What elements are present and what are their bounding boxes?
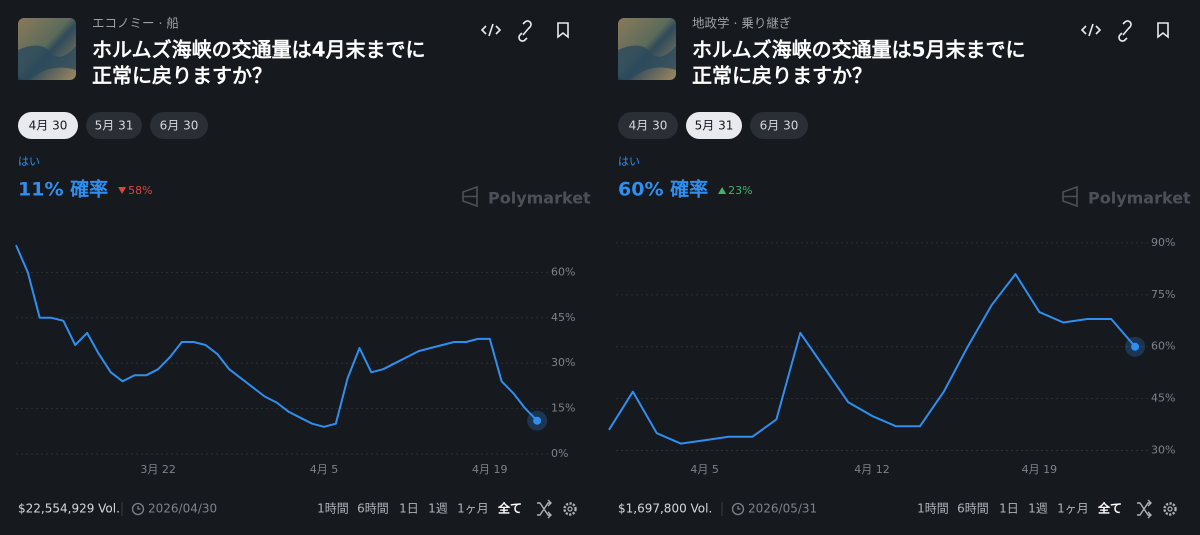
clock-icon (131, 502, 145, 516)
y-tick-label: 45% (551, 311, 575, 324)
change-value: 58% (128, 184, 152, 197)
date-tab-label: 5月 31 (695, 119, 734, 133)
y-tick-label: 90% (1151, 236, 1175, 249)
outcome-label: はい (18, 155, 40, 168)
breadcrumb: 地政学 · 乗り継ぎ (692, 16, 791, 31)
market-title: ホルムズ海峡の交通量は5月末までに (692, 38, 1026, 62)
date-tab-label: 6月 30 (760, 119, 799, 133)
x-tick-label: 4月 5 (690, 463, 719, 476)
date-tab[interactable] (750, 112, 808, 139)
timeframe[interactable]: 1日 (399, 502, 419, 516)
market-title: 正常に戻りますか？ (92, 64, 272, 88)
timeframe[interactable]: 1日 (999, 502, 1019, 516)
brand-name: Polymarket (1088, 189, 1191, 208)
timeframe[interactable]: 全て (1097, 501, 1122, 516)
outcome-label: はい (618, 155, 640, 168)
end-date: 2026/04/30 (148, 502, 217, 516)
volume: $22,554,929 Vol. (18, 502, 120, 516)
breadcrumb: エコノミー · 船 (92, 16, 179, 31)
change-value: 23% (728, 184, 752, 197)
y-tick-label: 75% (1151, 288, 1175, 301)
y-tick-label: 60% (1151, 340, 1175, 353)
timeframe[interactable]: 1時間 (917, 502, 949, 516)
y-tick-label: 15% (551, 402, 575, 415)
timeframe[interactable]: 6時間 (957, 502, 989, 516)
volume: $1,697,800 Vol. (618, 502, 712, 516)
brand-logo (462, 185, 478, 208)
end-dot (1131, 342, 1140, 351)
timeframe[interactable]: 1ヶ月 (1057, 502, 1089, 516)
y-tick-label: 45% (1151, 392, 1175, 405)
date-tab-label: 4月 30 (29, 119, 68, 133)
x-tick-label: 4月 12 (854, 463, 890, 476)
y-tick-label: 30% (551, 356, 575, 369)
date-tab[interactable] (686, 112, 742, 139)
settings-hub (567, 506, 573, 512)
end-dot (533, 416, 542, 425)
x-tick-label: 4月 19 (472, 463, 508, 476)
y-tick-label: 60% (551, 265, 575, 278)
link-icon[interactable] (1118, 20, 1132, 42)
embed-icon[interactable] (1080, 23, 1102, 37)
timeframe[interactable]: 6時間 (357, 502, 389, 516)
clock-hand (737, 506, 741, 510)
settings-hub (1167, 506, 1173, 512)
market-title: 正常に戻りますか？ (692, 64, 872, 88)
date-tab[interactable] (618, 112, 678, 139)
settings-icon[interactable] (1163, 502, 1177, 516)
date-tab[interactable] (86, 112, 142, 139)
brand-logo (1062, 185, 1078, 208)
brand-name: Polymarket (488, 189, 591, 208)
timeframe[interactable]: 1ヶ月 (457, 502, 489, 516)
y-tick-label: 0% (551, 447, 568, 460)
date-tab-label: 4月 30 (629, 119, 668, 133)
shuffle-icon[interactable] (1137, 499, 1152, 519)
bookmark-icon[interactable] (1157, 22, 1169, 39)
timeframe[interactable]: 1週 (428, 502, 448, 516)
shuffle-icon[interactable] (537, 499, 552, 519)
x-tick-label: 4月 19 (1022, 463, 1058, 476)
probability: 60% 確率 (618, 178, 708, 201)
bookmark-icon[interactable] (557, 22, 569, 39)
clock-icon (731, 502, 745, 516)
market-title: ホルムズ海峡の交通量は4月末までに (92, 38, 426, 62)
probability: 11% 確率 (18, 178, 108, 201)
timeframe[interactable]: 1週 (1028, 502, 1048, 516)
timeframe[interactable]: 1時間 (317, 502, 349, 516)
price-line (608, 273, 1136, 445)
date-tab[interactable] (150, 112, 208, 139)
thumbnail-water (18, 45, 76, 80)
end-date: 2026/05/31 (748, 502, 817, 516)
embed-icon[interactable] (480, 23, 502, 37)
timeframe[interactable]: 全て (497, 501, 522, 516)
clock-hand (137, 506, 141, 510)
x-tick-label: 4月 5 (310, 463, 339, 476)
date-tab-label: 5月 31 (95, 119, 134, 133)
date-tab[interactable] (18, 112, 78, 139)
y-tick-label: 30% (1151, 444, 1175, 457)
x-tick-label: 3月 22 (140, 463, 176, 476)
thumbnail-water (618, 45, 676, 80)
price-line (15, 244, 538, 428)
settings-icon[interactable] (563, 502, 577, 516)
change-arrow (718, 187, 727, 194)
date-tab-label: 6月 30 (160, 119, 199, 133)
change-arrow (118, 187, 127, 194)
link-icon[interactable] (518, 20, 532, 42)
